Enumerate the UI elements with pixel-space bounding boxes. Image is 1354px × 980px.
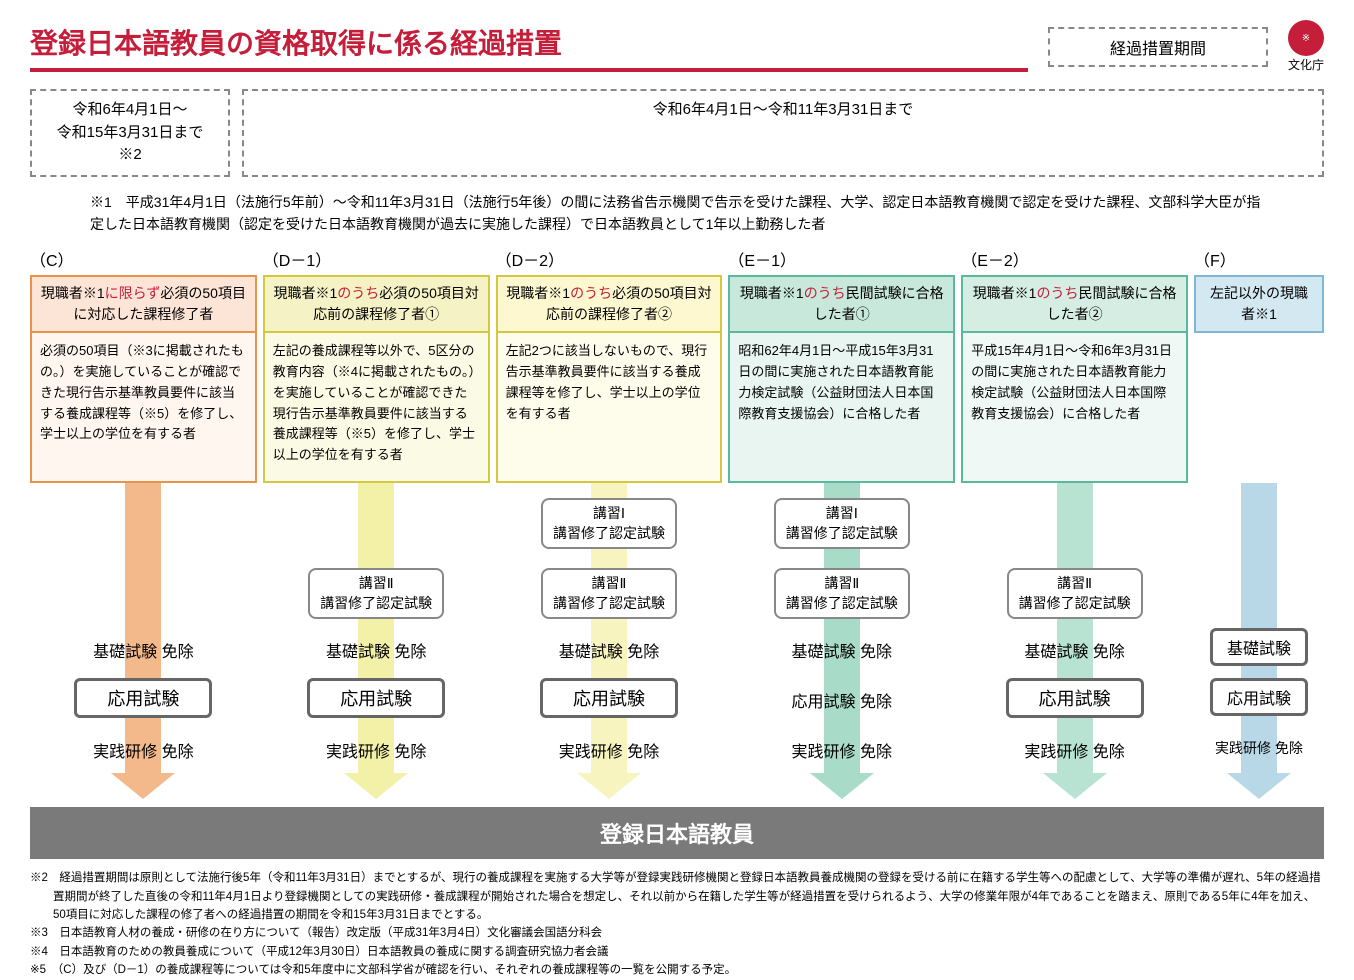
ouyou-f: 応用試験 (1210, 678, 1308, 716)
col-body-d2: 左記2つに該当しないもので、現行告示基準教員要件に該当する養成課程等を修了し、学… (496, 333, 723, 483)
legend-box: 経過措置期間 (1048, 27, 1268, 67)
ouyou-d1: 応用試験 (307, 678, 445, 718)
col-label-d1: （D－1） (263, 247, 331, 271)
jissen-exempt-c: 実践研修 免除 (93, 738, 193, 762)
column-e1: （E－1） 現職者※1のうち民間試験に合格した者① 昭和62年4月1日～平成15… (728, 247, 955, 799)
kiso-f: 基礎試験 (1210, 628, 1308, 666)
jissen-exempt-d2: 実践研修 免除 (559, 738, 659, 762)
jissen-exempt-e2: 実践研修 免除 (1024, 738, 1124, 762)
col-body-c: 必須の50項目（※3に掲載されたもの。）を実施していることが確認できた現行告示基… (30, 333, 257, 483)
bunka-logo: ※ 文化庁 (1288, 20, 1324, 73)
col-header-d2: 現職者※1のうち必須の50項目対応前の課程修了者② (496, 275, 723, 333)
col-label-e2: （E－2） (961, 247, 1029, 271)
kousyu2-e1: 講習Ⅱ講習修了認定試験 (774, 568, 910, 619)
arrow-d1 (358, 483, 394, 773)
note-1: ※1 平成31年4月1日（法施行5年前）～令和11年3月31日（法施行5年後）の… (90, 191, 1264, 236)
col-body-d1: 左記の養成課程等以外で、5区分の教育内容（※4に掲載されたもの。）を実施している… (263, 333, 490, 483)
col-header-f: 左記以外の現職者※1 (1194, 275, 1324, 333)
kousyu2-e2: 講習Ⅱ講習修了認定試験 (1007, 568, 1143, 619)
footnote-2: ※2 経過措置期間は原則として法施行後5年（令和11年3月31日）までとするが、… (53, 869, 1324, 924)
col-header-e2: 現職者※1のうち民間試験に合格した者② (961, 275, 1188, 333)
footnote-3: ※3 日本語教育人材の養成・研修の在り方について（報告）改定版（平成31年3月4… (53, 924, 1324, 942)
col-label-e1: （E－1） (728, 247, 796, 271)
arrow-e2 (1057, 483, 1093, 773)
column-f: （F） 左記以外の現職者※1 基礎試験 応用試験 実践研修 免除 (1194, 247, 1324, 799)
col-header-c: 現職者※1に限らず必須の50項目に対応した課程修了者 (30, 275, 257, 333)
jissen-exempt-f: 実践研修 免除 (1215, 738, 1303, 758)
kousyu2-d1: 講習Ⅱ講習修了認定試験 (308, 568, 444, 619)
period-box-1: 令和6年4月1日～ 令和15年3月31日まで※2 (30, 89, 230, 177)
kiso-exempt-e2: 基礎試験 免除 (1024, 638, 1124, 662)
col-label-c: （C） (30, 247, 74, 271)
page-title: 登録日本語教員の資格取得に係る経過措置 (30, 22, 1028, 72)
column-e2: （E－2） 現職者※1のうち民間試験に合格した者② 平成15年4月1日～令和6年… (961, 247, 1188, 799)
kousyu2-d2: 講習Ⅱ講習修了認定試験 (541, 568, 677, 619)
ouyou-c: 応用試験 (74, 678, 212, 718)
kousyu1-d2: 講習Ⅰ講習修了認定試験 (541, 498, 677, 549)
footnote-5: ※5 （C）及び（D－1）の養成課程等については令和5年度中に文部科学省が確認を… (53, 961, 1324, 979)
period-box-2: 令和6年4月1日～令和11年3月31日まで (242, 89, 1324, 177)
ouyou-e2: 応用試験 (1006, 678, 1144, 718)
kousyu1-e1: 講習Ⅰ講習修了認定試験 (774, 498, 910, 549)
column-c: （C） 現職者※1に限らず必須の50項目に対応した課程修了者 必須の50項目（※… (30, 247, 257, 799)
col-header-e1: 現職者※1のうち民間試験に合格した者① (728, 275, 955, 333)
kiso-exempt-d1: 基礎試験 免除 (326, 638, 426, 662)
kiso-exempt-d2: 基礎試験 免除 (559, 638, 659, 662)
footnote-4: ※4 日本語教育のための教員養成について（平成12年3月30日）日本語教員の養成… (53, 943, 1324, 961)
jissen-exempt-d1: 実践研修 免除 (326, 738, 426, 762)
col-label-d2: （D－2） (496, 247, 564, 271)
ouyou-exempt-e1: 応用試験 免除 (792, 688, 892, 712)
column-d2: （D－2） 現職者※1のうち必須の50項目対応前の課程修了者② 左記2つに該当し… (496, 247, 723, 799)
columns: （C） 現職者※1に限らず必須の50項目に対応した課程修了者 必須の50項目（※… (30, 247, 1324, 799)
col-body-e1: 昭和62年4月1日～平成15年3月31日の間に実施された日本語教育能力検定試験（… (728, 333, 955, 483)
footnotes: ※2 経過措置期間は原則として法施行後5年（令和11年3月31日）までとするが、… (30, 869, 1324, 979)
jissen-exempt-e1: 実践研修 免除 (792, 738, 892, 762)
kiso-exempt-e1: 基礎試験 免除 (792, 638, 892, 662)
kiso-exempt-c: 基礎試験 免除 (93, 638, 193, 662)
ouyou-d2: 応用試験 (540, 678, 678, 718)
goal-bar: 登録日本語教員 (30, 807, 1324, 859)
logo-icon: ※ (1288, 20, 1324, 56)
col-header-d1: 現職者※1のうち必須の50項目対応前の課程修了者① (263, 275, 490, 333)
arrow-c (125, 483, 161, 773)
logo-text: 文化庁 (1288, 56, 1324, 73)
col-label-f: （F） (1194, 247, 1236, 271)
column-d1: （D－1） 現職者※1のうち必須の50項目対応前の課程修了者① 左記の養成課程等… (263, 247, 490, 799)
col-body-e2: 平成15年4月1日～令和6年3月31日の間に実施された日本語教育能力検定試験（公… (961, 333, 1188, 483)
